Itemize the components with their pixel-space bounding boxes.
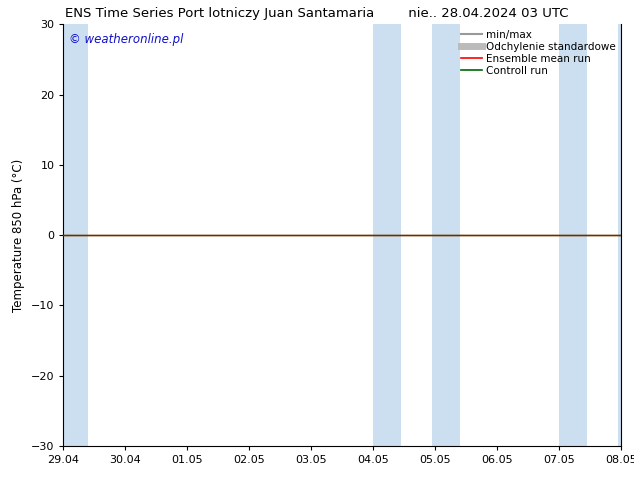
Bar <box>559 24 587 446</box>
Legend: min/max, Odchylenie standardowe, Ensemble mean run, Controll run: min/max, Odchylenie standardowe, Ensembl… <box>459 27 618 78</box>
Bar <box>432 24 460 446</box>
Text: ENS Time Series Port lotniczy Juan Santamaria        nie.. 28.04.2024 03 UTC: ENS Time Series Port lotniczy Juan Santa… <box>65 7 569 21</box>
Y-axis label: Temperature 850 hPa (°C): Temperature 850 hPa (°C) <box>12 159 25 312</box>
Text: © weatheronline.pl: © weatheronline.pl <box>69 33 183 46</box>
Bar <box>63 24 88 446</box>
Bar <box>373 24 401 446</box>
Bar <box>618 24 621 446</box>
